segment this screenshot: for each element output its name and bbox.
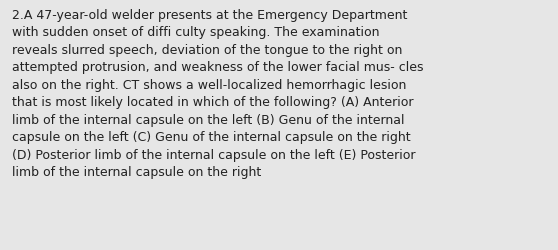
Text: 2.A 47-year-old welder presents at the Emergency Department
with sudden onset of: 2.A 47-year-old welder presents at the E…	[12, 9, 424, 178]
